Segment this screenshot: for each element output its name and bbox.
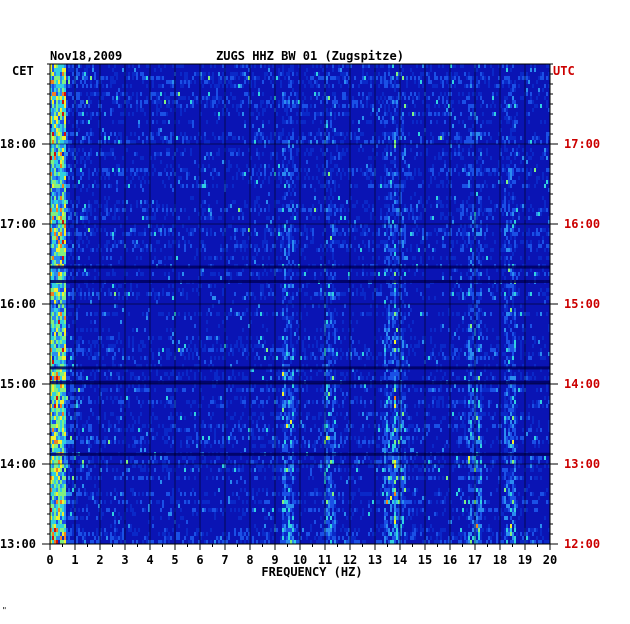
plot-frame	[49, 63, 551, 545]
chart-title: ZUGS HHZ BW 01 (Zugspitze)	[216, 49, 404, 63]
left-tick-label: 16:00	[0, 297, 36, 311]
left-tick-label: 18:00	[0, 137, 36, 151]
right-tick-label: 14:00	[564, 377, 600, 391]
right-time-axis: 17:00 16:00 15:00 14:00 13:00 12:00	[550, 63, 600, 551]
x-tick-label: 8	[246, 553, 253, 567]
x-tick-label: 15	[418, 553, 432, 567]
x-tick-label: 0	[46, 553, 53, 567]
left-tick-label: 13:00	[0, 537, 36, 551]
grid-lines	[49, 64, 551, 545]
x-tick-label: 19	[518, 553, 532, 567]
x-tick-label: 18	[493, 553, 507, 567]
right-axis-label: UTC	[553, 64, 575, 78]
x-tick-label: 12	[343, 553, 357, 567]
right-tick-label: 15:00	[564, 297, 600, 311]
right-tick-label: 12:00	[564, 537, 600, 551]
x-tick-label: 13	[368, 553, 382, 567]
x-tick-label: 20	[543, 553, 557, 567]
frequency-axis: 0 1 2 3 4 5 6 7 8 9 10 11 12 13 14 15 16 17 18 19 20	[46, 544, 557, 567]
x-tick-label: 2	[96, 553, 103, 567]
right-tick-label: 16:00	[564, 217, 600, 231]
left-tick-label: 17:00	[0, 217, 36, 231]
x-tick-label: 5	[171, 553, 178, 567]
date-label: Nov18,2009	[50, 49, 122, 63]
right-tick-label: 13:00	[564, 457, 600, 471]
x-tick-label: 16	[443, 553, 457, 567]
x-tick-label: 10	[293, 553, 307, 567]
x-tick-label: 3	[121, 553, 128, 567]
left-tick-label: 14:00	[0, 457, 36, 471]
x-tick-label: 4	[146, 553, 153, 567]
x-axis-label: FREQUENCY (HZ)	[261, 565, 362, 579]
right-tick-label: 17:00	[564, 137, 600, 151]
x-tick-label: 14	[393, 553, 407, 567]
left-tick-label: 15:00	[0, 377, 36, 391]
left-time-axis: 18:00 17:00 16:00 15:00 14:00 13:00	[0, 63, 50, 551]
x-tick-label: 1	[71, 553, 78, 567]
left-axis-label: CET	[12, 64, 34, 78]
corner-mark: "	[2, 606, 7, 615]
x-tick-label: 17	[468, 553, 482, 567]
x-tick-label: 11	[318, 553, 332, 567]
x-tick-label: 7	[221, 553, 228, 567]
x-tick-label: 9	[271, 553, 278, 567]
x-tick-label: 6	[196, 553, 203, 567]
